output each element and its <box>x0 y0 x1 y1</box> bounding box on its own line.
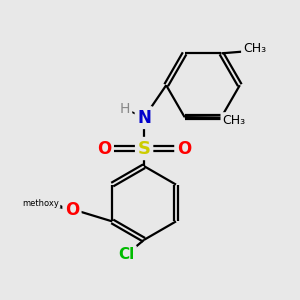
Text: CH₃: CH₃ <box>243 42 266 55</box>
Text: O: O <box>177 140 191 158</box>
Text: O: O <box>65 201 79 219</box>
Text: S: S <box>138 140 151 158</box>
Text: CH₃: CH₃ <box>222 114 245 127</box>
Text: methoxy: methoxy <box>22 199 59 208</box>
Text: Cl: Cl <box>118 247 135 262</box>
Text: N: N <box>137 109 151 127</box>
Text: O: O <box>97 140 112 158</box>
Text: H: H <box>120 102 130 116</box>
